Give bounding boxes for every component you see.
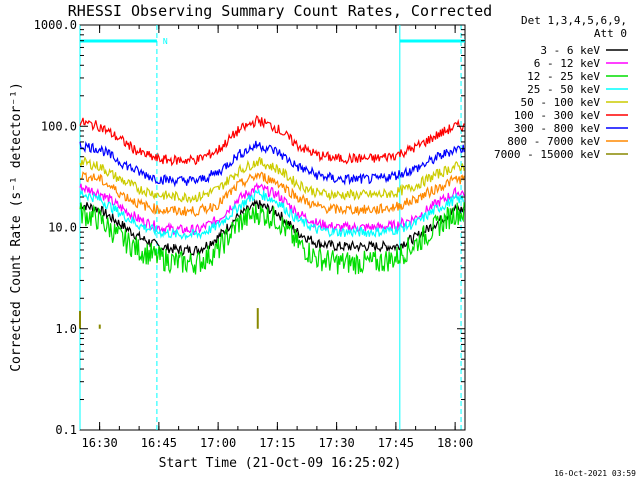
series-line-6 [79, 140, 465, 188]
legend-label-3: 25 - 50 keV [527, 83, 600, 96]
y-tick-label-0: 0.1 [55, 423, 77, 437]
series-1 [79, 182, 465, 236]
footer-timestamp: 16-Oct-2021 03:59 [554, 469, 636, 478]
x-tick-label-3: 17:15 [259, 436, 295, 450]
legend-label-7: 800 - 7000 keV [507, 135, 600, 148]
legend-label-6: 300 - 800 keV [514, 122, 600, 135]
x-axis-label: Start Time (21-Oct-09 16:25:02) [159, 456, 402, 471]
series-line-1 [79, 182, 465, 236]
x-tick-label-4: 17:30 [319, 436, 355, 450]
legend-label-1: 6 - 12 keV [534, 57, 601, 70]
x-tick-label-5: 17:45 [378, 436, 414, 450]
y-axis-label: Corrected Count Rate (s⁻¹ detector⁻¹) [9, 82, 24, 372]
y-tick-label-4: 1000.0 [34, 18, 77, 32]
legend-label-0: 3 - 6 keV [540, 44, 600, 57]
series-line-4 [79, 156, 465, 204]
annotation-0: N [163, 37, 168, 46]
series-3 [79, 188, 465, 241]
y-tick-label-1: 1.0 [55, 322, 77, 336]
series-line-5 [79, 115, 465, 167]
series-2 [79, 202, 465, 275]
x-tick-label-0: 16:30 [82, 436, 118, 450]
x-tick-label-1: 16:45 [141, 436, 177, 450]
series-5 [79, 115, 465, 167]
legend-header-line-2: Att 0 [594, 27, 627, 40]
series-line-3 [79, 188, 465, 241]
x-tick-label-6: 18:00 [437, 436, 473, 450]
series-6 [79, 140, 465, 188]
legend-header-line-1: Det 1,3,4,5,6,9, [521, 14, 627, 27]
series-line-7 [79, 171, 465, 218]
legend-label-5: 100 - 300 keV [514, 109, 600, 122]
y-tick-label-3: 100.0 [41, 119, 77, 133]
y-tick-label-2: 10.0 [48, 221, 77, 235]
series-7 [79, 171, 465, 218]
x-tick-label-2: 17:00 [200, 436, 236, 450]
chart-title: RHESSI Observing Summary Count Rates, Co… [68, 2, 492, 20]
legend-label-8: 7000 - 15000 keV [494, 148, 600, 161]
series-4 [79, 156, 465, 204]
legend-label-2: 12 - 25 keV [527, 70, 600, 83]
series-8 [79, 308, 259, 329]
series-line-2 [79, 202, 465, 275]
legend-label-4: 50 - 100 keV [521, 96, 601, 109]
